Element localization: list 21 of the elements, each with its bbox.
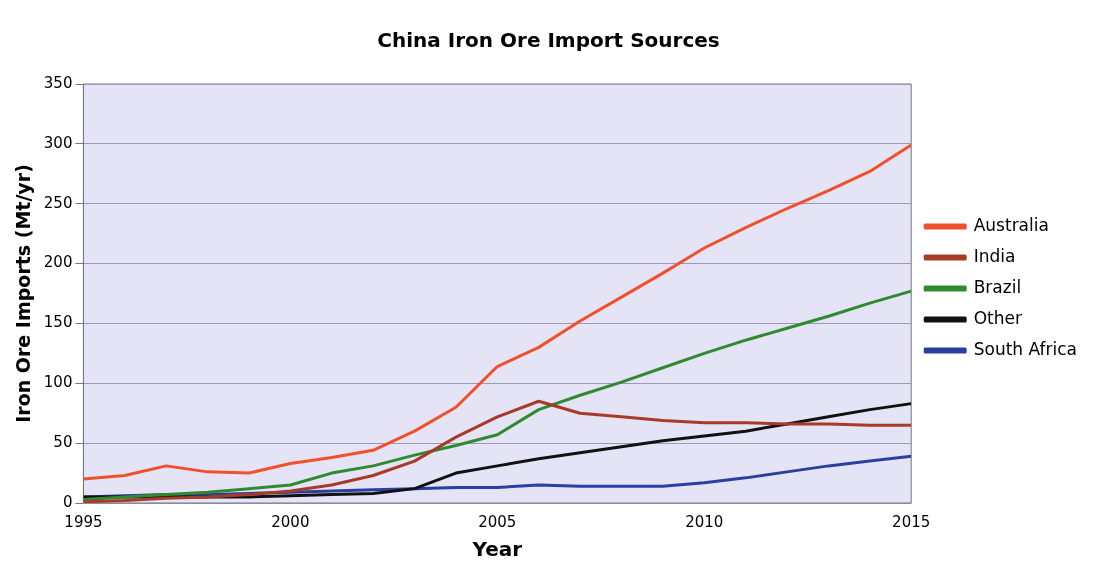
x-tick-label: 2000 bbox=[271, 512, 310, 531]
chart-title: China Iron Ore Import Sources bbox=[377, 28, 720, 53]
x-tick-label: 1995 bbox=[64, 512, 103, 531]
legend-label: Other bbox=[973, 307, 1022, 328]
x-tick-label: 2005 bbox=[478, 512, 517, 531]
x-tick-label: 2010 bbox=[685, 512, 724, 531]
x-axis-title: Year bbox=[471, 537, 523, 562]
y-axis-title: Iron Ore Imports (Mt/yr) bbox=[12, 164, 35, 423]
y-tick-label: 300 bbox=[43, 133, 73, 152]
legend-label: India bbox=[973, 245, 1016, 266]
y-tick-label: 150 bbox=[43, 313, 73, 332]
y-tick-label: 100 bbox=[43, 373, 73, 392]
x-tick-label: 2015 bbox=[892, 512, 931, 531]
y-tick-label: 0 bbox=[62, 492, 73, 511]
y-tick-label: 50 bbox=[53, 433, 73, 452]
legend-label: Australia bbox=[973, 214, 1049, 235]
legend-label: Brazil bbox=[973, 276, 1022, 297]
y-tick-label: 200 bbox=[43, 253, 73, 272]
y-tick-label: 250 bbox=[43, 193, 73, 212]
y-tick-label: 350 bbox=[43, 73, 73, 92]
legend-label: South Africa bbox=[973, 338, 1077, 359]
